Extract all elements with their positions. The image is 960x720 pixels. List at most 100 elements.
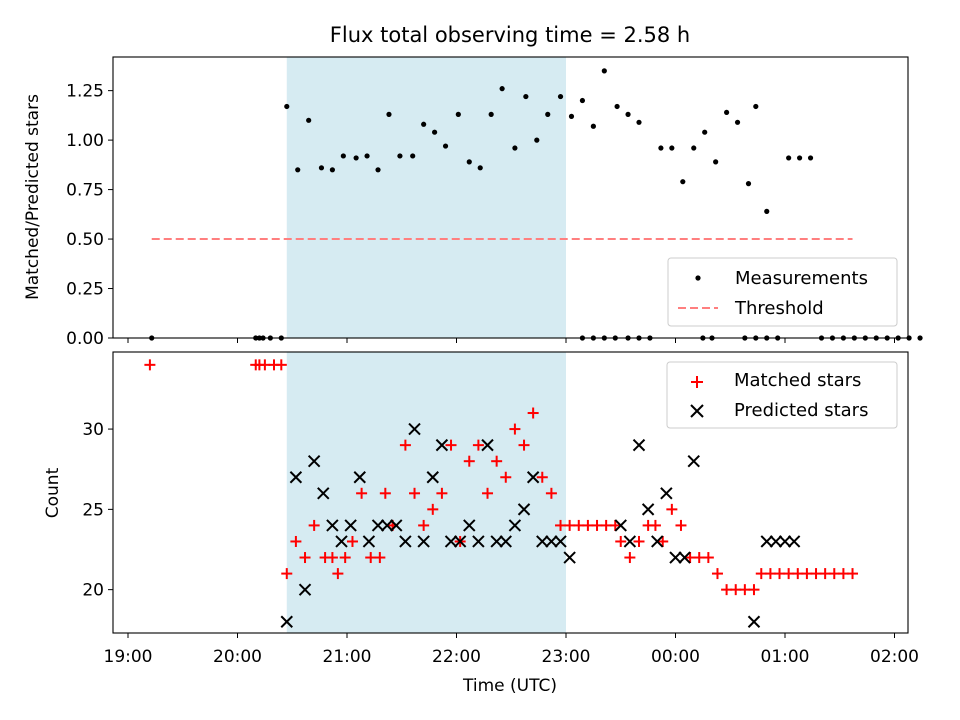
x-tick-label: 19:00 (104, 647, 153, 667)
predicted-star-point (787, 535, 801, 548)
matched-star-point (356, 487, 368, 499)
bottom-y-tick-label: 25 (82, 500, 104, 520)
measurement-point (499, 86, 505, 92)
measurement-point (375, 167, 381, 173)
predicted-star-point (463, 519, 476, 532)
matched-star-point (657, 535, 669, 547)
predicted-star-point (371, 519, 385, 532)
x-tick-label: 22:00 (432, 647, 481, 667)
predicted-star-point (417, 535, 430, 548)
matched-star-point (615, 535, 627, 547)
matched-star-point (624, 552, 636, 564)
matched-star-point (482, 487, 494, 499)
matched-star-point (308, 519, 320, 531)
measurement-point (734, 119, 741, 125)
top-y-axis-label: Matched/Predicted stars (23, 94, 43, 300)
measurement-point (745, 181, 752, 187)
predicted-star-point (623, 535, 637, 548)
measurement-point (306, 117, 312, 123)
top-plot-frame (112, 56, 909, 339)
matched-star-point (399, 439, 411, 451)
x-tick-label: 00:00 (651, 647, 700, 667)
measurement-point (386, 111, 392, 117)
predicted-star-point (687, 454, 700, 468)
measurement-point (534, 137, 540, 143)
matched-star-point (491, 455, 503, 467)
matched-star-point (144, 359, 156, 371)
measurement-point (713, 159, 719, 165)
predicted-star-point (778, 535, 792, 548)
matched-star-point (527, 407, 539, 419)
predicted-star-point (353, 471, 366, 484)
x-tick-label: 01:00 (761, 647, 810, 667)
predicted-star-point (660, 487, 673, 500)
x-axis-label: Time (UTC) (462, 676, 557, 696)
matched-star-point (847, 568, 859, 580)
measurement-point (353, 155, 359, 161)
measurement-point (658, 145, 664, 151)
x-tick-label: 02:00 (870, 647, 919, 667)
predicted-star-point (508, 519, 522, 532)
measurement-point (917, 335, 923, 341)
measurement-point (625, 111, 631, 117)
predicted-star-point (563, 551, 576, 564)
measurement-point (397, 153, 403, 159)
measurement-point (590, 123, 596, 129)
matched-star-point (409, 487, 421, 499)
matched-star-point (281, 568, 293, 580)
legend-matched-marker (691, 376, 703, 388)
measurement-point (691, 145, 697, 151)
top-y-tick-label: 0.75 (66, 181, 104, 201)
top-y-tick-label: 1.25 (66, 82, 104, 102)
bottom-plot-frame (112, 351, 909, 634)
predicted-star-point (760, 535, 773, 548)
measurement-point (512, 145, 518, 151)
matched-star-point (346, 535, 358, 547)
matched-star-point (702, 552, 714, 564)
chart-title: Flux total observing time = 2.58 h (330, 23, 690, 47)
predicted-star-point (435, 438, 449, 452)
measurement-point (797, 155, 803, 161)
measurement-point (410, 153, 416, 159)
bottom-legend: Matched stars Predicted stars (666, 361, 898, 429)
predicted-star-point (517, 503, 531, 516)
predicted-star-point (481, 438, 494, 452)
predicted-star-point (426, 471, 439, 484)
measurement-point (284, 103, 290, 110)
predicted-star-point (326, 519, 339, 532)
predicted-star-point (335, 535, 348, 548)
matched-star-point (500, 471, 512, 483)
matched-star-point (518, 439, 530, 451)
predicted-star-point (632, 438, 646, 452)
predicted-star-point (651, 535, 664, 548)
x-tick-label: 23:00 (542, 647, 591, 667)
measurement-point (724, 109, 730, 116)
measurement-point (636, 119, 642, 125)
x-tick-label: 20:00 (213, 647, 262, 667)
bottom-panel: 20 25 30 19:00 20:00 21:00 22:00 23:00 00:00 01:0… (43, 351, 919, 696)
predicted-star-point (380, 519, 394, 532)
matched-star-point (748, 584, 760, 596)
measurement-point (442, 143, 449, 149)
predicted-star-point (554, 535, 567, 548)
matched-star-point (427, 503, 439, 515)
top-y-tick-label: 0.50 (66, 230, 104, 250)
measurement-point (340, 153, 346, 159)
matched-star-point (339, 552, 351, 564)
top-y-tick-label: 0.25 (66, 280, 104, 300)
predicted-star-point (536, 535, 549, 548)
predicted-star-point (289, 471, 303, 484)
measurement-point (545, 111, 551, 117)
measurement-point (807, 155, 814, 161)
predicted-star-point (545, 535, 558, 548)
measurement-point (477, 165, 483, 171)
measurement-point (432, 129, 438, 135)
matched-star-point (609, 519, 621, 531)
predicted-star-point (298, 583, 312, 596)
matched-star-point (299, 552, 311, 564)
top-panel: 0.00 0.25 0.50 0.75 1.00 1.25 Flux total obse… (23, 23, 923, 349)
predicted-star-point (678, 551, 691, 564)
matched-star-point (290, 535, 302, 547)
predicted-star-point (408, 422, 421, 436)
bottom-legend-box (666, 361, 898, 429)
